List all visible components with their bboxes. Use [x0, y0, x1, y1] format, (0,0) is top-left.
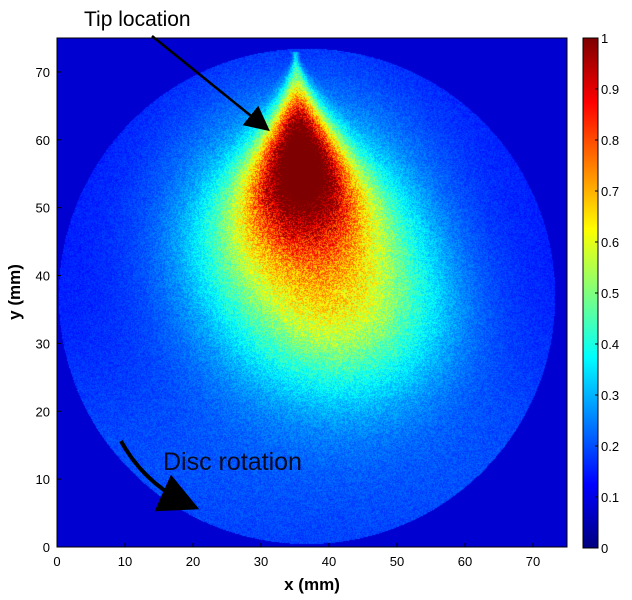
- x-tick-label: 30: [254, 554, 268, 569]
- x-axis-label: x (mm): [284, 575, 340, 594]
- plot-frame: [56, 37, 568, 548]
- x-tick-label: 70: [526, 554, 540, 569]
- colorbar-tick-label: 0.1: [601, 490, 619, 505]
- y-tick-label: 70: [36, 65, 50, 80]
- y-tick-label: 60: [36, 133, 50, 148]
- x-tick-label: 0: [53, 554, 60, 569]
- colorbar-tick-label: 0.3: [601, 388, 619, 403]
- x-tick-label: 20: [186, 554, 200, 569]
- colorbar-tick-label: 0.8: [601, 133, 619, 148]
- x-tick-label: 60: [458, 554, 472, 569]
- colorbar-tick-label: 0.6: [601, 235, 619, 250]
- heatmap-image: [57, 38, 567, 547]
- colorbar-tick-label: 0.9: [601, 82, 619, 97]
- y-tick-label: 30: [36, 336, 50, 351]
- x-tick-label: 10: [118, 554, 132, 569]
- colorbar-tick-label: 0.5: [601, 286, 619, 301]
- colorbar-tick-label: 0: [601, 541, 608, 556]
- y-tick-label: 0: [43, 540, 50, 555]
- rotation-arrow: [119, 440, 200, 512]
- y-tick-label: 20: [36, 404, 50, 419]
- tip-arrow: [151, 35, 270, 132]
- y-tick-label: 50: [36, 201, 50, 216]
- annotation-tip-location: Tip location: [84, 8, 191, 31]
- colorbar-tick-label: 1: [601, 31, 608, 46]
- y-tick-label: 40: [36, 269, 50, 284]
- annotation-disc-rotation: Disc rotation: [163, 448, 302, 476]
- colorbar-tick-label: 0.7: [601, 184, 619, 199]
- colorbar-tick-label: 0.4: [601, 337, 619, 352]
- colorbar-tick-label: 0.2: [601, 439, 619, 454]
- colorbar: [583, 38, 598, 548]
- y-axis-label: y (mm): [5, 264, 24, 320]
- x-tick-label: 50: [390, 554, 404, 569]
- y-tick-label: 10: [36, 472, 50, 487]
- x-tick-label: 40: [322, 554, 336, 569]
